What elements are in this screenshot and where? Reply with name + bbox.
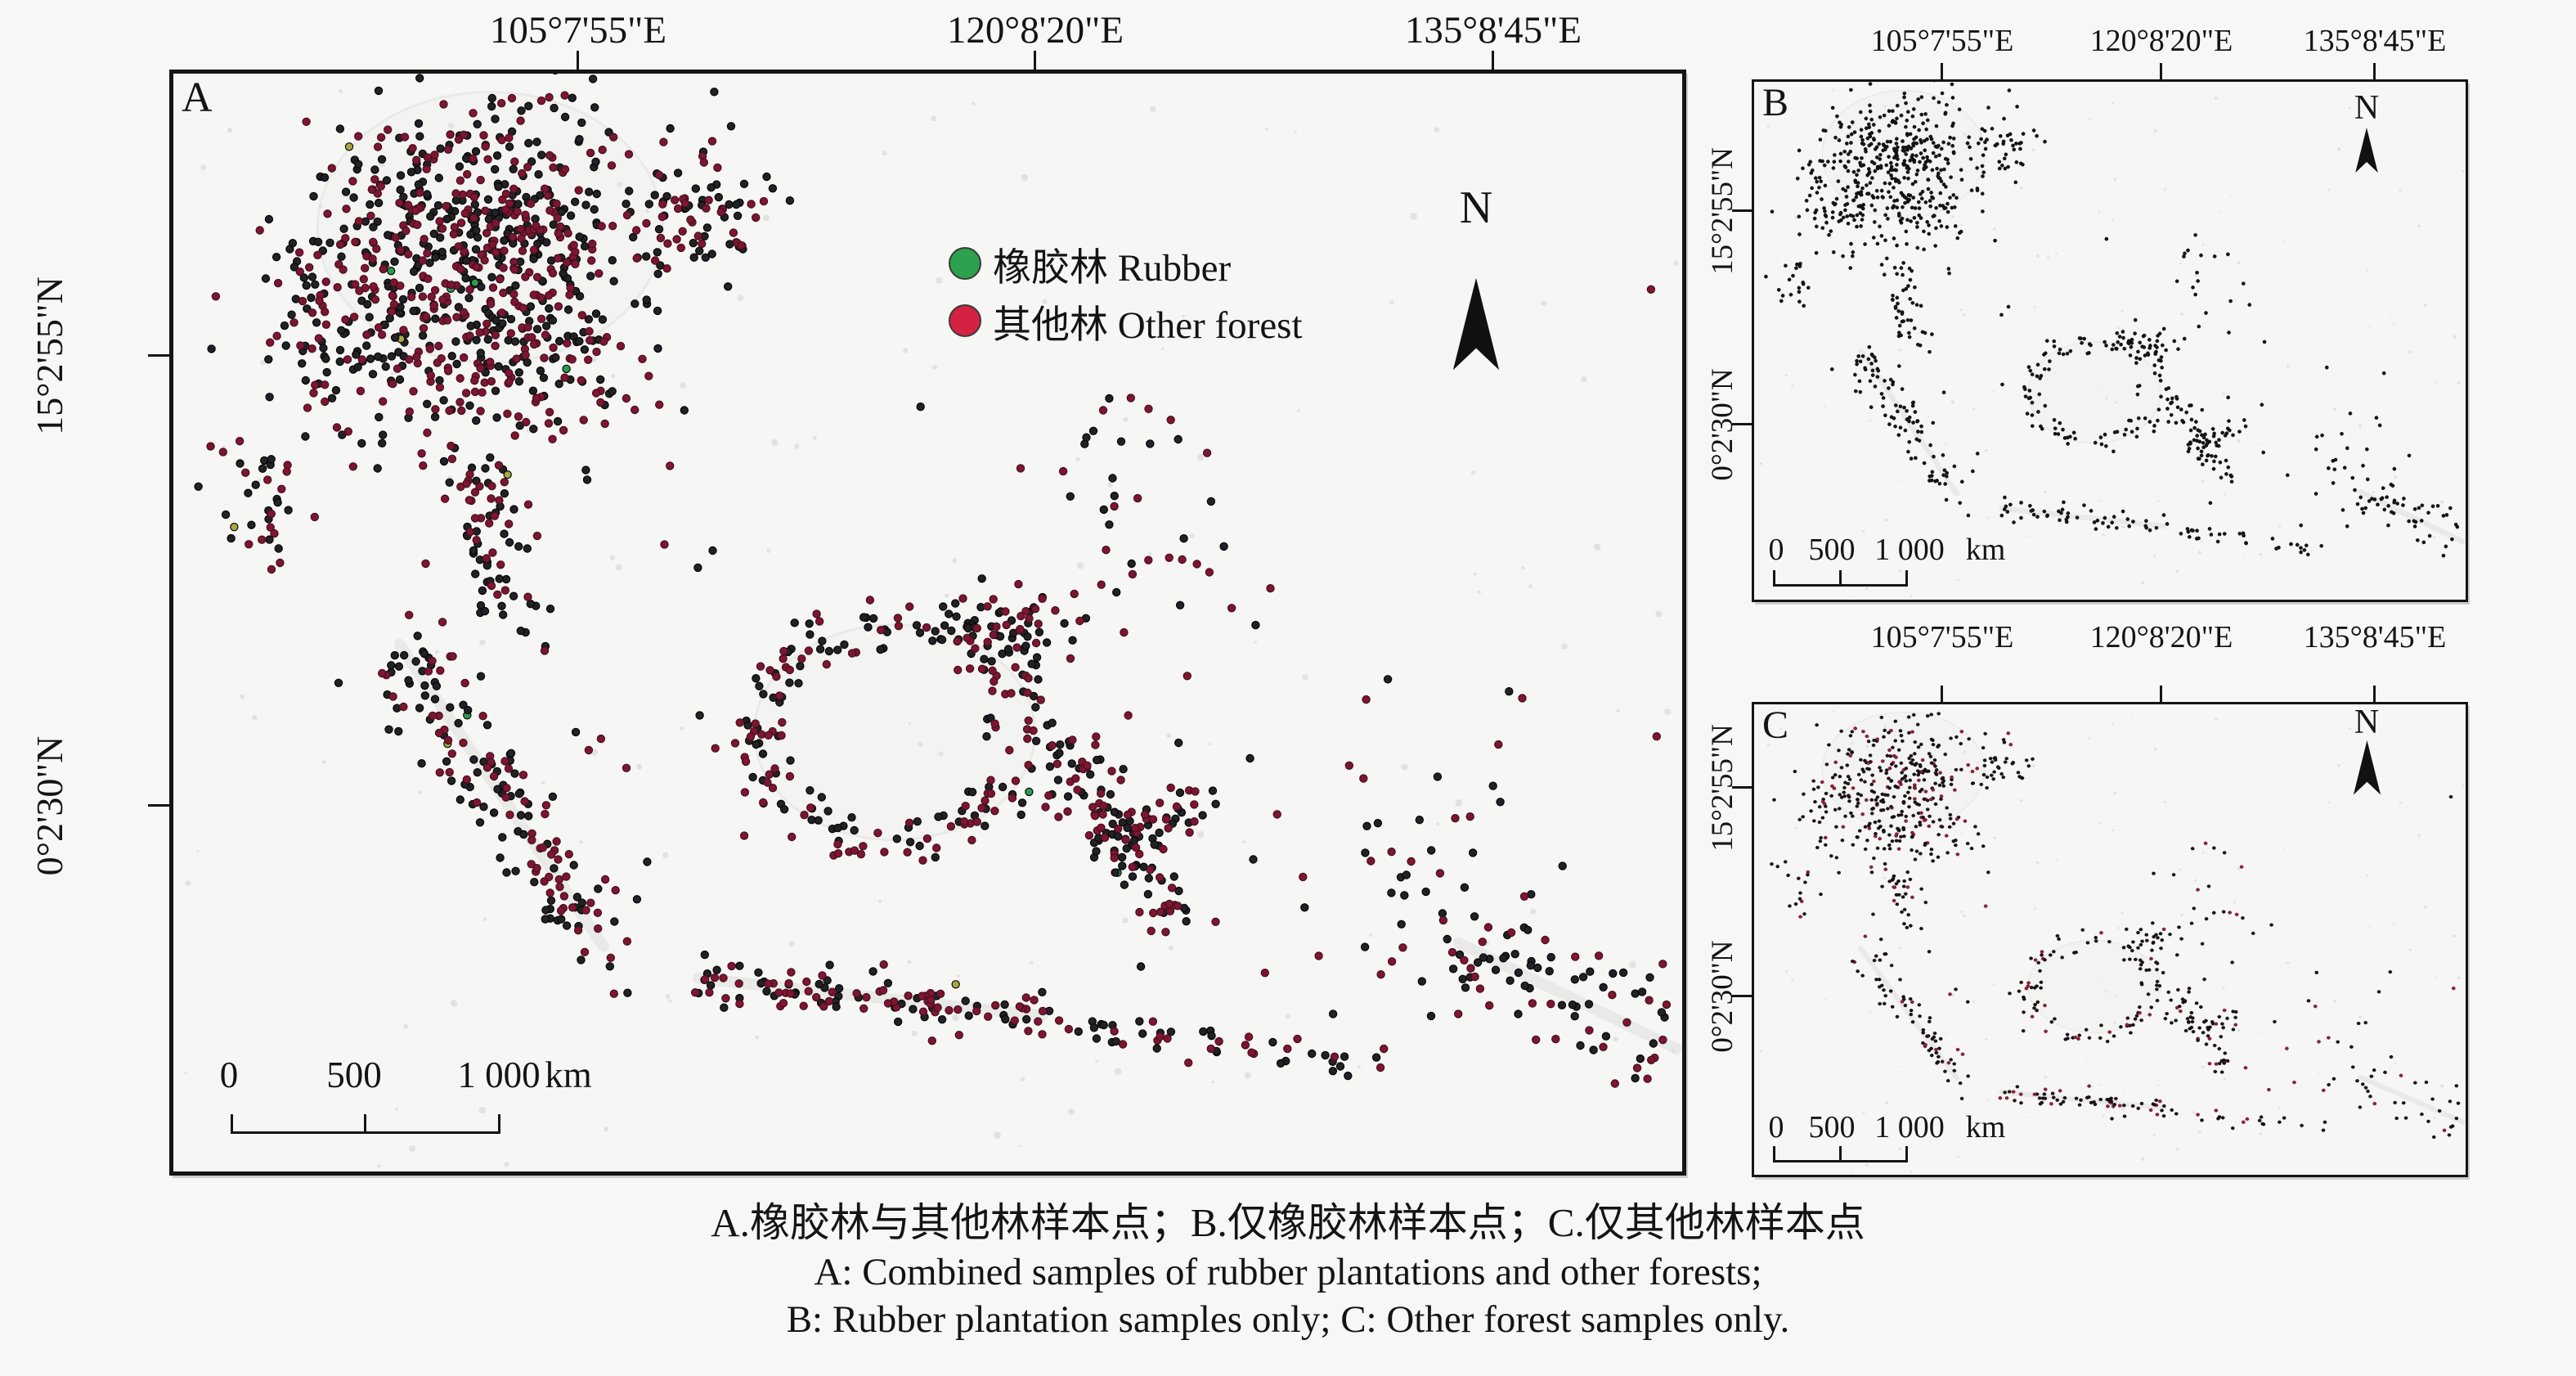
legend-item-other-forest: 其他林 Other forest [949,298,1303,347]
scalebar [1773,570,1908,587]
scalebar-end: 1 000 [1874,533,1945,567]
scalebar [231,1114,500,1134]
scalebar-zero: 0 [219,1054,239,1095]
caption-line-en-1: A: Combined samples of rubber plantation… [814,1251,1762,1293]
scalebar-mid: 500 [326,1054,382,1095]
scalebar-tick [498,1114,500,1131]
panel-b-canvas [1759,82,2466,598]
north-arrow-icon [2355,128,2378,173]
lon-label: 120°8'20"E [946,9,1124,52]
scalebar-end: 1 000 [1874,1110,1945,1144]
panel-a-letter: A [182,74,213,121]
north-label: N [2354,89,2380,127]
lon-label: 120°8'20"E [2089,24,2233,58]
panel-a-canvas [184,74,1682,1168]
axis-tick [1941,63,1943,82]
axis-tick [1492,51,1494,74]
north-label: N [1459,182,1493,233]
panel-b-letter: B [1762,81,1789,124]
panel-a-map: A 105°7'55"E 120°8'20"E 135°8'45"E 15°2'… [29,9,1686,1176]
scalebar-tick [231,1114,233,1131]
scalebar-unit: km [545,1054,592,1095]
axis-tick [1941,686,1943,704]
legend-item-rubber: 橡胶林 Rubber [949,241,1231,290]
north-arrow-icon [1452,277,1500,371]
scalebar-tick [1905,1146,1908,1160]
axis-tick [2160,63,2162,82]
panel-c-canvas [1759,711,2466,1174]
lon-label: 105°7'55"E [1870,24,2014,58]
scalebar [1773,1146,1908,1162]
scalebar-tick [364,1114,366,1131]
scalebar-unit: km [1965,1110,2006,1144]
lat-label: 0°2'30"N [29,735,70,876]
north-label: N [2354,704,2380,741]
lon-label: 105°7'55"E [489,9,667,52]
lon-label: 105°7'55"E [1870,620,2014,654]
scalebar-mid: 500 [1808,533,1856,567]
panel-b-map: B 105°7'55"E 120°8'20"E 135°8'45"E 15°2'… [1706,24,2468,602]
axis-tick [1732,423,1752,425]
north-arrow-icon [2353,740,2381,795]
lon-label: 135°8'45"E [2303,24,2447,58]
caption-line-en-2: B: Rubber plantation samples only; C: Ot… [786,1298,1790,1341]
axis-tick [2160,686,2162,704]
scalebar-tick [1839,570,1842,584]
scalebar-mid: 500 [1808,1110,1856,1144]
scalebar-zero: 0 [1768,1110,1784,1144]
lon-label: 120°8'20"E [2089,620,2233,654]
scalebar-tick [1773,1146,1775,1160]
caption-line-cn: A.橡胶林与其他林样本点；B.仅橡胶林样本点；C.仅其他林样本点 [711,1200,1865,1245]
scalebar-tick [1839,1146,1842,1160]
figure-caption: A.橡胶林与其他林样本点；B.仅橡胶林样本点；C.仅其他林样本点 A: Comb… [0,1198,2576,1343]
scalebar-unit: km [1965,533,2006,567]
axis-tick [1732,209,1752,212]
panel-c-map: C 105°7'55"E 120°8'20"E 135°8'45"E 15°2'… [1706,620,2468,1177]
axis-tick [1034,51,1036,74]
legend-label-other: 其他林 Other forest [993,304,1303,347]
axis-tick [1732,995,1752,997]
axis-tick [1732,786,1752,789]
scalebar-tick [1905,570,1908,584]
scalebar-tick [1773,570,1775,584]
scalebar-zero: 0 [1768,533,1784,567]
panel-c-letter: C [1762,704,1789,747]
scalebar-end: 1 000 [457,1054,541,1095]
axis-tick [148,354,169,357]
legend-swatch-rubber-icon [949,247,981,280]
lat-label: 15°2'55"N [29,277,70,435]
lon-label: 135°8'45"E [1404,9,1582,52]
axis-tick [577,51,579,74]
legend-label-rubber: 橡胶林 Rubber [993,246,1232,290]
lon-label: 135°8'45"E [2303,620,2447,654]
axis-tick [148,804,169,807]
legend-swatch-other-icon [949,304,981,337]
axis-tick [2373,63,2376,82]
axis-tick [2373,686,2376,704]
